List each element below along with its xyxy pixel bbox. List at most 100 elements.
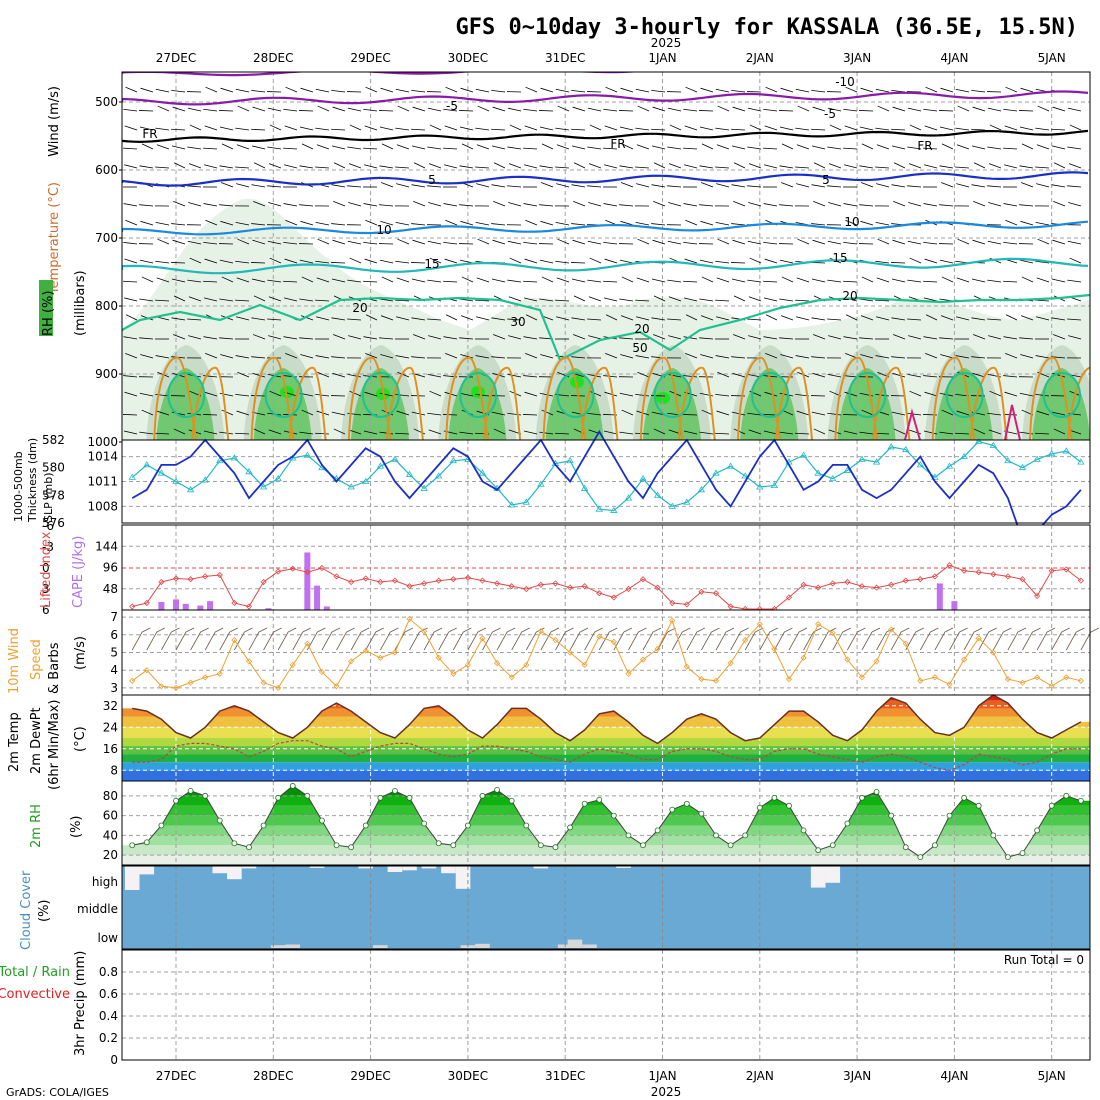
upper-wind-barb [700, 220, 714, 226]
upper-wind-barb [525, 353, 538, 359]
upper-wind-barb [861, 409, 874, 416]
isotherm-10 [122, 220, 1089, 236]
upper-wind-barb [236, 183, 250, 188]
upper-wind-barb [283, 336, 298, 340]
upper-wind-barb [555, 260, 570, 264]
upper-wind-barb [157, 238, 170, 245]
upper-wind-barb [891, 317, 906, 321]
upper-wind-barb [779, 110, 794, 112]
upper-wind-barb [139, 165, 154, 169]
upper-wind-barb [859, 126, 874, 131]
upper-wind-barb [267, 318, 282, 321]
wind10-marker [931, 674, 939, 681]
isotherm-25 [580, 366, 619, 440]
rh-marker [902, 844, 909, 851]
upper-wind-barb [139, 259, 154, 264]
temp2m-panel [122, 694, 1090, 781]
upper-wind-barb [716, 316, 730, 321]
upper-wind-barb [685, 86, 698, 93]
upper-wind-barb [603, 203, 618, 207]
upper-wind-barb [907, 107, 922, 112]
upper-wind-barb [795, 432, 810, 435]
upper-wind-barb [811, 89, 826, 93]
contour-label: 5 [428, 173, 436, 187]
li-marker [815, 584, 822, 591]
upper-wind-barb [507, 185, 522, 188]
cloud-high-bar [421, 866, 437, 869]
li-marker [377, 578, 384, 586]
wind10-barb [438, 631, 450, 651]
upper-wind-barb [380, 182, 394, 188]
temp2m-tick: 32 [103, 699, 118, 713]
upper-wind-barb [619, 126, 634, 131]
li-marker [231, 599, 238, 607]
contour-label: FR [142, 127, 157, 141]
upper-wind-barb [316, 316, 330, 321]
rh-max-spot [471, 386, 485, 398]
upper-wind-barb [491, 128, 506, 131]
upper-wind-barb [267, 146, 282, 150]
upper-wind-barb [1068, 202, 1082, 207]
upper-wind-barb [299, 165, 314, 169]
li-tick: 6 [42, 603, 50, 617]
upper-wind-barb [331, 278, 346, 283]
upper-wind-barb [523, 336, 538, 340]
upper-wind-barb [541, 276, 554, 283]
upper-wind-barb [1035, 260, 1050, 264]
upper-wind-barb [557, 105, 570, 112]
upper-wind-barb [668, 163, 682, 169]
upper-wind-barb [941, 276, 954, 283]
wind10-barb [847, 631, 858, 651]
slp-ylabel-thick2: Thickness (dm) [26, 438, 39, 523]
upper-wind-barb [395, 88, 410, 93]
upper-wind-barb [811, 145, 826, 150]
upper-wind-barb [779, 204, 794, 207]
upper-wind-barb [171, 223, 186, 226]
upper-wind-barb [652, 106, 666, 112]
upper-wind-barb [988, 202, 1002, 207]
slp-tick: 1008 [87, 499, 118, 513]
wind10-ylabel2: Speed [29, 639, 44, 680]
upper-wind-barb [923, 147, 938, 150]
upper-wind-barb [683, 430, 698, 435]
wind10-barb [161, 631, 172, 651]
temp-band [122, 754, 1090, 763]
upper-wind-barb [956, 144, 970, 150]
upper-wind-barb [731, 356, 746, 359]
thickness-marker [449, 456, 458, 464]
upper-wind-barb [1019, 259, 1034, 264]
li-marker [1077, 577, 1084, 584]
li-marker [1019, 576, 1026, 583]
upper-wind-barb [683, 108, 698, 112]
upper-wind-barb [285, 353, 298, 359]
upper-wind-barb [716, 277, 730, 283]
upper-wind-barb [779, 431, 794, 435]
upper-wind-barb [1035, 432, 1050, 435]
upper-wind-barb [379, 204, 394, 207]
upper-wind-barb [859, 165, 874, 169]
temp-mask [122, 695, 1090, 744]
isotherm-25 [872, 366, 911, 440]
upper-wind-barb [955, 432, 970, 435]
upper-wind-barb [524, 125, 538, 131]
upper-wind-barb [683, 280, 698, 283]
upper-wind-barb [988, 163, 1002, 169]
upper-wind-barb [347, 240, 362, 245]
isotherm-25 [191, 366, 230, 440]
upper-wind-barb [443, 280, 458, 283]
cloud-low-bar [373, 945, 388, 948]
upper-wind-barb [411, 411, 426, 416]
upper-wind-barb [299, 110, 314, 112]
upper-wind-barb [940, 354, 954, 359]
upper-wind-barb [491, 223, 506, 226]
wind10-barb [263, 631, 274, 651]
upper-wind-barb [684, 125, 698, 131]
upper-wind-barb [843, 147, 858, 150]
upper-ytick: 800 [95, 299, 118, 313]
upper-wind-barb [507, 279, 522, 283]
cape-bars [158, 552, 958, 610]
upper-wind-barb [156, 277, 170, 283]
upper-wind-barb [267, 185, 282, 188]
upper-wind-barb [619, 259, 634, 264]
